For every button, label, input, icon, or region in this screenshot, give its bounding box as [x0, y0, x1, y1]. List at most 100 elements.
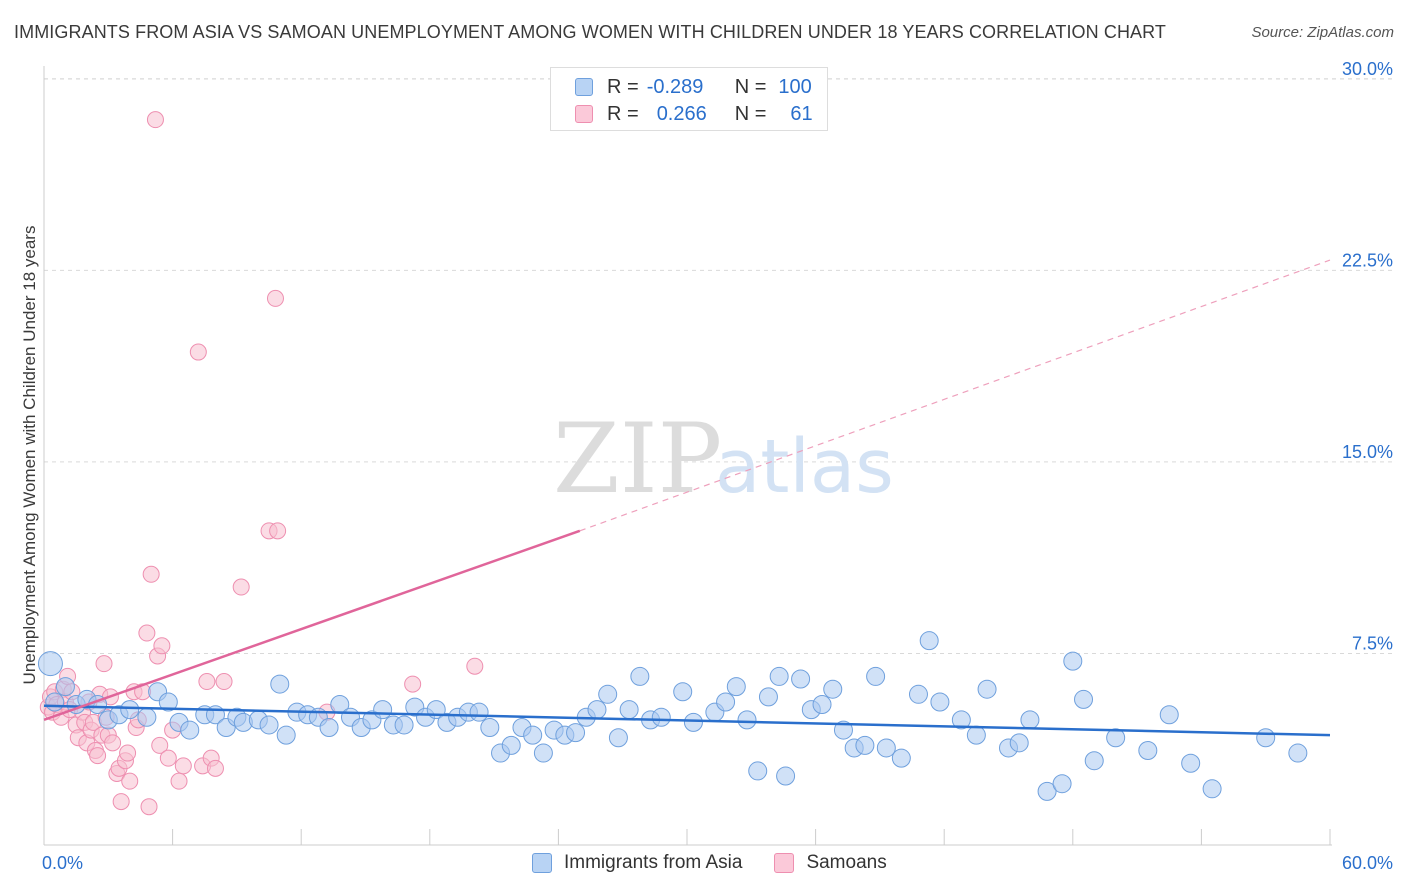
asia-point — [37, 651, 63, 677]
samoan-trend-extension — [579, 259, 1331, 532]
asia-point — [630, 666, 650, 686]
samoan-point — [121, 772, 139, 790]
asia-point — [480, 718, 500, 738]
samoan-point — [174, 757, 192, 775]
x-tick-labels: 0.0% 60.0% — [42, 853, 1393, 873]
asia-point — [1106, 728, 1126, 748]
bottom-legend-asia: Immigrants from Asia — [532, 852, 742, 874]
y-tick-label: 30.0% — [1342, 59, 1393, 79]
asia-point — [758, 687, 778, 707]
legend-r-label: R = — [607, 102, 639, 125]
samoan-point — [215, 673, 233, 691]
legend-n-value-asia: 100 — [778, 75, 812, 98]
asia-point — [683, 712, 703, 732]
asia-point — [891, 748, 911, 768]
asia-point — [137, 707, 157, 727]
asia-point — [951, 710, 971, 730]
samoan-point — [89, 747, 107, 765]
samoan-point — [146, 111, 164, 129]
asia-point — [394, 715, 414, 735]
asia-point — [45, 692, 65, 712]
asia-point — [1037, 781, 1057, 801]
bottom-swatch-samoans — [774, 853, 795, 873]
asia-point — [158, 692, 178, 712]
asia-point — [1288, 743, 1308, 763]
x-tick-label-min: 0.0% — [42, 853, 83, 873]
asia-point — [501, 735, 521, 755]
asia-point — [259, 715, 279, 735]
asia-point — [1138, 740, 1158, 760]
asia-point — [55, 677, 75, 697]
samoan-point — [119, 744, 137, 762]
y-tick-labels: 7.5% 15.0% 22.5% 30.0% — [1342, 59, 1393, 654]
asia-point — [876, 738, 896, 758]
asia-point — [619, 700, 639, 720]
asia-point — [598, 684, 618, 704]
asia-point — [726, 677, 746, 697]
chart-title: IMMIGRANTS FROM ASIA VS SAMOAN UNEMPLOYM… — [14, 22, 1167, 42]
asia-point — [1074, 689, 1094, 709]
x-ticks — [43, 829, 1331, 845]
asia-point — [523, 725, 543, 745]
watermark: ZIP atlas — [553, 403, 894, 515]
asia-point — [1009, 733, 1029, 753]
asia-point — [1256, 728, 1276, 748]
asia-point — [319, 718, 339, 738]
asia-point — [1084, 751, 1104, 771]
legend-n-label: N = — [734, 75, 767, 98]
asia-point — [566, 723, 586, 743]
asia-point — [919, 631, 939, 651]
legend: R = -0.289 N = 100 R = 0.266 N = 61 — [550, 67, 828, 131]
y-tick-label: 7.5% — [1352, 633, 1393, 653]
asia-point — [180, 720, 200, 740]
asia-point — [833, 720, 853, 740]
asia-trend-line — [43, 704, 1331, 737]
samoan-point — [95, 655, 113, 673]
asia-point — [1052, 774, 1072, 794]
bottom-legend: Immigrants from Asia Samoans — [532, 852, 919, 874]
samoan-point — [104, 734, 122, 752]
samoan-trend-line — [43, 529, 581, 722]
asia-point — [977, 679, 997, 699]
legend-row-asia: R = -0.289 N = 100 — [575, 74, 812, 100]
samoan-point — [466, 657, 484, 675]
samoan-point — [142, 565, 160, 583]
asia-point — [930, 692, 950, 712]
bottom-swatch-asia — [532, 853, 552, 873]
axes — [43, 66, 1332, 846]
samoan-point — [189, 343, 207, 361]
asia-point — [1202, 779, 1222, 799]
legend-n-value-samoan: 61 — [790, 102, 813, 125]
samoan-point — [112, 793, 130, 811]
legend-r-label: R = — [607, 75, 639, 98]
asia-point — [608, 728, 628, 748]
source-label: Source: ZipAtlas.com — [1251, 24, 1394, 41]
legend-swatch-samoan — [575, 105, 593, 123]
asia-point — [716, 692, 736, 712]
asia-point — [776, 766, 796, 786]
watermark-atlas: atlas — [715, 424, 894, 510]
asia-point — [791, 669, 811, 689]
gridlines — [44, 78, 1392, 654]
asia-points — [37, 631, 1308, 801]
asia-point — [908, 684, 928, 704]
samoan-point — [159, 749, 177, 767]
samoan-point — [138, 624, 156, 642]
legend-swatch-asia — [575, 78, 593, 96]
asia-point — [373, 700, 393, 720]
y-tick-label: 22.5% — [1342, 250, 1393, 270]
asia-point — [469, 702, 489, 722]
asia-point — [823, 679, 843, 699]
legend-n-label: N = — [734, 102, 767, 125]
asia-point — [673, 682, 693, 702]
asia-point — [533, 743, 553, 763]
y-tick-label: 15.0% — [1342, 442, 1393, 462]
asia-point — [855, 735, 875, 755]
x-tick-label-max: 60.0% — [1342, 853, 1393, 873]
asia-point — [120, 700, 140, 720]
samoan-point — [198, 673, 216, 691]
samoan-point — [266, 289, 284, 307]
legend-r-value-asia: -0.289 — [646, 75, 704, 98]
asia-point — [1020, 710, 1040, 730]
